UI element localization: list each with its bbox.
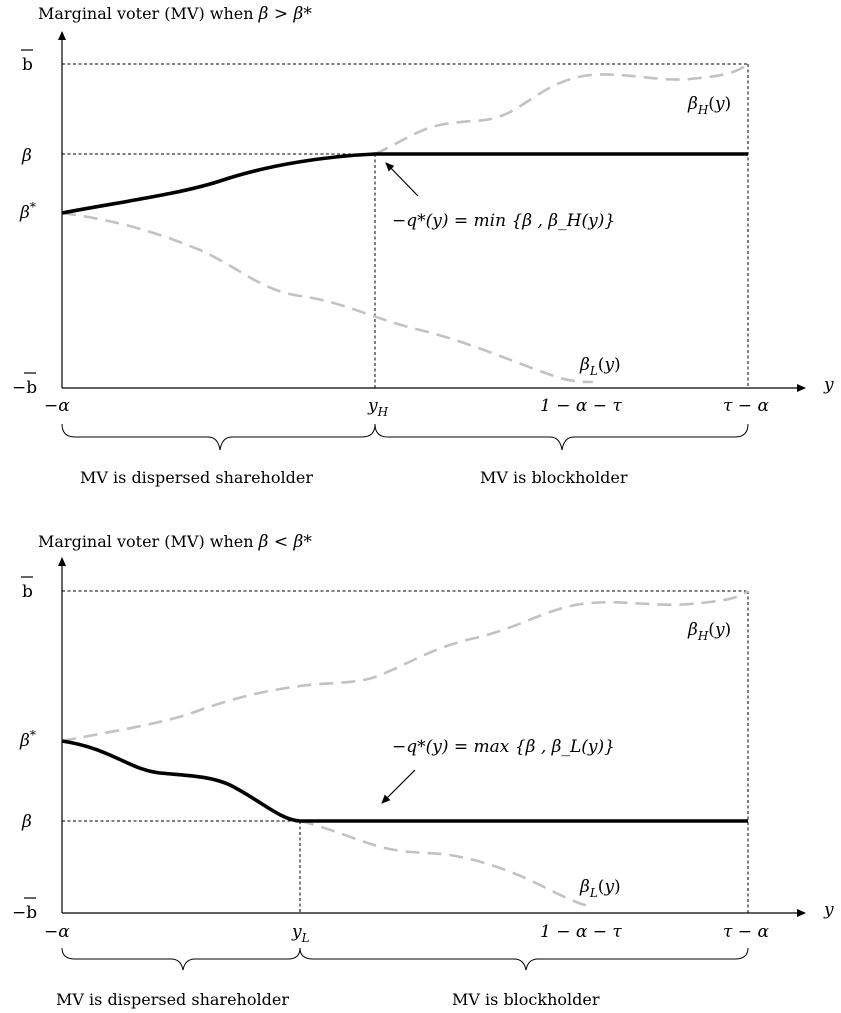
tick-neg-bbar: −b xyxy=(12,903,37,923)
panel-top: Marginal voter (MV) when β > β* y b β β*… xyxy=(12,4,834,487)
region-left-label: MV is dispersed shareholder xyxy=(56,990,289,1009)
tick-beta: β xyxy=(21,146,32,166)
tick-beta: β xyxy=(21,812,32,832)
annotation: −q*(y) = min {β , β_H(y)} xyxy=(392,211,615,231)
tick-neg-bbar: −b xyxy=(12,378,37,398)
label-beta-h: βH(y) xyxy=(687,620,731,643)
label-beta-l: βL(y) xyxy=(579,877,621,900)
beta-l-curve xyxy=(61,211,594,384)
tick-tau-minus-alpha: τ − α xyxy=(723,922,769,942)
annotation: −q*(y) = max {β , β_L(y)} xyxy=(392,737,615,757)
tick-neg-alpha: −α xyxy=(44,396,70,416)
tick-bbar: b xyxy=(22,55,33,75)
brace-right xyxy=(374,423,749,451)
panel-bottom: Marginal voter (MV) when β < β* y b β* β… xyxy=(12,532,834,1009)
tick-beta-star: β* xyxy=(19,728,36,751)
region-left-label: MV is dispersed shareholder xyxy=(80,468,313,487)
beta-h-curve xyxy=(374,62,749,156)
tick-one-minus: 1 − α − τ xyxy=(540,396,622,416)
label-beta-l: βL(y) xyxy=(579,355,621,378)
tick-bbar: b xyxy=(22,582,33,602)
mv-curve xyxy=(61,152,748,215)
tick-neg-alpha: −α xyxy=(44,922,70,942)
brace-right xyxy=(299,947,749,971)
label-beta-h: βH(y) xyxy=(687,94,731,117)
mv-curve xyxy=(61,739,748,823)
panel-title: Marginal voter (MV) when β < β* xyxy=(38,532,312,552)
beta-l-curve xyxy=(299,819,594,909)
panel-title: Marginal voter (MV) when β > β* xyxy=(38,4,312,24)
region-right-label: MV is blockholder xyxy=(480,468,628,487)
tick-yh: yH xyxy=(367,396,389,419)
tick-tau-minus-alpha: τ − α xyxy=(723,396,769,416)
region-right-label: MV is blockholder xyxy=(452,990,600,1009)
brace-left xyxy=(61,423,376,451)
annotation-arrow xyxy=(385,162,419,197)
tick-one-minus: 1 − α − τ xyxy=(540,922,622,942)
brace-left xyxy=(61,947,301,971)
tick-beta-star: β* xyxy=(19,200,36,223)
x-axis-label: y xyxy=(823,900,834,920)
beta-h-curve xyxy=(61,589,749,743)
x-axis-label: y xyxy=(823,375,834,395)
annotation-arrow xyxy=(381,769,416,804)
tick-yl: yL xyxy=(291,922,310,945)
